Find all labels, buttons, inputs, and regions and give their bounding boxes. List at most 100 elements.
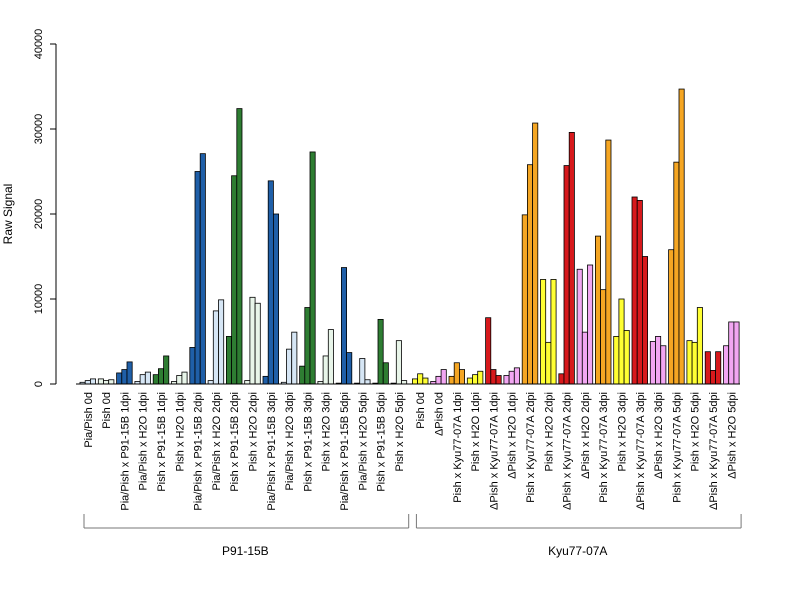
bar (144, 371, 151, 385)
bar (558, 373, 565, 385)
bar (218, 299, 225, 385)
bar (346, 352, 353, 385)
bar (466, 377, 473, 385)
bar (587, 264, 594, 385)
category-label: Pish x H2O 5dpi (394, 392, 406, 471)
bar (212, 310, 219, 385)
bar (84, 380, 91, 385)
bar (103, 380, 110, 385)
bar (668, 249, 675, 385)
bar (453, 362, 460, 385)
category-label: Pia/Pish x H2O 1dpi (138, 392, 150, 490)
bar (458, 369, 465, 385)
category-label: Pish 0d (101, 392, 113, 429)
bar (422, 377, 429, 385)
bar (691, 341, 698, 385)
bar (249, 296, 256, 385)
bar (563, 165, 570, 385)
bar (262, 375, 269, 385)
category-label: Pia/Pish x P91-15B 3dpi (266, 392, 278, 511)
bar (417, 373, 424, 385)
bar (660, 345, 667, 385)
category-label: Pish x P91-15B 1dpi (156, 392, 168, 492)
bar (395, 340, 402, 385)
bar (704, 351, 711, 385)
bar (382, 362, 389, 385)
category-label: Pia/Pish 0d (83, 392, 95, 448)
y-axis-label: Raw Signal (1, 184, 15, 245)
group-brackets: P91-15B Kyu77-07A (83, 514, 742, 558)
y-tick-label: 0 (33, 381, 45, 387)
bar (236, 108, 243, 385)
category-label: Pish x Kyu77-07A 2dpi (525, 392, 537, 503)
bar (108, 379, 115, 385)
category-label: Pia/Pish x H2O 2dpi (211, 392, 223, 490)
bar (710, 369, 717, 385)
bar (267, 180, 274, 385)
bar-area (79, 88, 740, 385)
bar (189, 347, 196, 385)
bar (715, 351, 722, 385)
category-label: ΔPish x Kyu77-07A 3dpi (635, 392, 647, 510)
bar (163, 355, 170, 385)
bar (322, 355, 329, 385)
bar (527, 164, 534, 385)
category-label: Pish 0d (415, 392, 427, 429)
bar (568, 131, 575, 385)
bar (157, 368, 164, 385)
bar (440, 369, 447, 385)
bar (121, 369, 128, 385)
category-label: ΔPish x Kyu77-07A 2dpi (562, 392, 574, 510)
bar (477, 370, 484, 385)
bar (176, 375, 183, 385)
category-label: ΔPish x H2O 5dpi (726, 392, 738, 479)
bar (472, 374, 479, 385)
bar (631, 196, 638, 385)
bar (655, 335, 662, 385)
bar (377, 318, 384, 385)
category-label: ΔPish x Kyu77-07A 1dpi (488, 392, 500, 510)
bar (728, 321, 735, 385)
bar (503, 375, 510, 385)
bar (636, 199, 643, 385)
category-label: ΔPish x Kyu77-07A 5dpi (708, 392, 720, 510)
category-label: Pish x P91-15B 2dpi (229, 392, 241, 492)
bar (490, 369, 497, 385)
category-label: Pish x H2O 2dpi (543, 392, 555, 471)
bar (207, 380, 214, 385)
bar (116, 372, 123, 385)
category-label: Pish x P91-15B 3dpi (302, 392, 314, 492)
bar (181, 371, 188, 385)
bar (723, 345, 730, 385)
bar (521, 214, 528, 385)
category-label: Pish x Kyu77-07A 3dpi (598, 392, 610, 503)
bar (448, 375, 455, 385)
bar (291, 331, 298, 385)
category-label: ΔPish x H2O 2dpi (580, 392, 592, 479)
bar (605, 139, 612, 385)
bar (364, 379, 371, 385)
category-label: Pia/Pish x P91-15B 5dpi (339, 392, 351, 511)
bar (126, 361, 133, 385)
y-axis: 0 10000 20000 30000 40000 (33, 29, 57, 387)
bar (199, 153, 206, 385)
group-label: P91-15B (222, 544, 269, 558)
bar (581, 331, 588, 385)
category-label: Pia/Pish x P91-15B 2dpi (193, 392, 205, 511)
bar (495, 375, 502, 385)
y-tick-label: 20000 (33, 199, 45, 230)
bar (545, 341, 552, 385)
bar (623, 330, 630, 385)
bar (139, 374, 146, 385)
category-label: Pish x Kyu77-07A 1dpi (452, 392, 464, 503)
bar (642, 256, 649, 385)
bar (304, 307, 311, 385)
bar (309, 151, 316, 385)
bar (231, 175, 238, 385)
category-label: ΔPish 0d (434, 392, 446, 436)
bar (272, 213, 279, 385)
bar (299, 365, 306, 385)
bar (595, 235, 602, 385)
category-label: Pia/Pish x H2O 5dpi (357, 392, 369, 490)
